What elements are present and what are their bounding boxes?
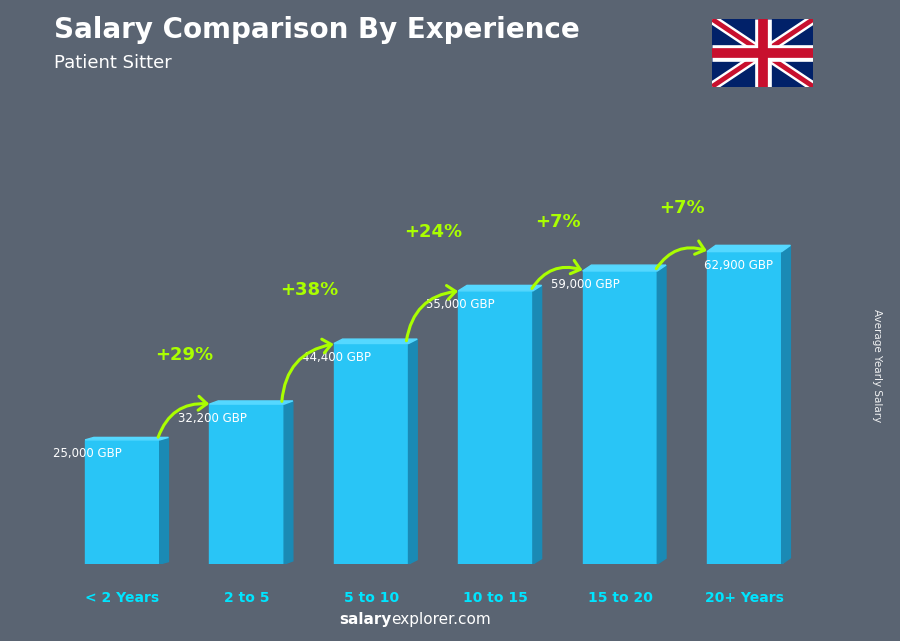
Polygon shape bbox=[707, 246, 790, 252]
Polygon shape bbox=[582, 271, 657, 564]
Polygon shape bbox=[334, 344, 409, 564]
Polygon shape bbox=[782, 246, 790, 564]
Text: salary: salary bbox=[339, 612, 392, 627]
Text: +7%: +7% bbox=[660, 199, 705, 217]
Text: 59,000 GBP: 59,000 GBP bbox=[551, 278, 619, 292]
Text: 2 to 5: 2 to 5 bbox=[224, 592, 270, 605]
Polygon shape bbox=[334, 339, 418, 344]
Polygon shape bbox=[159, 437, 168, 564]
Polygon shape bbox=[284, 401, 292, 564]
Polygon shape bbox=[210, 401, 292, 404]
Text: Average Yearly Salary: Average Yearly Salary bbox=[872, 309, 883, 422]
Polygon shape bbox=[409, 339, 418, 564]
Text: 20+ Years: 20+ Years bbox=[705, 592, 784, 605]
Text: 25,000 GBP: 25,000 GBP bbox=[53, 447, 122, 460]
FancyArrowPatch shape bbox=[532, 260, 580, 288]
Polygon shape bbox=[86, 440, 159, 564]
Text: 10 to 15: 10 to 15 bbox=[464, 592, 528, 605]
Text: explorer.com: explorer.com bbox=[392, 612, 491, 627]
Text: 32,200 GBP: 32,200 GBP bbox=[177, 412, 247, 424]
FancyArrowPatch shape bbox=[158, 396, 207, 437]
Polygon shape bbox=[458, 285, 542, 291]
Text: +29%: +29% bbox=[156, 346, 213, 364]
Text: < 2 Years: < 2 Years bbox=[86, 592, 159, 605]
Polygon shape bbox=[86, 437, 168, 440]
Text: +38%: +38% bbox=[280, 281, 338, 299]
Text: 55,000 GBP: 55,000 GBP bbox=[427, 298, 495, 312]
Polygon shape bbox=[533, 285, 542, 564]
Text: Patient Sitter: Patient Sitter bbox=[54, 54, 172, 72]
Polygon shape bbox=[210, 404, 284, 564]
Text: +7%: +7% bbox=[535, 213, 581, 231]
Text: Salary Comparison By Experience: Salary Comparison By Experience bbox=[54, 16, 580, 44]
Text: +24%: +24% bbox=[404, 223, 463, 241]
FancyArrowPatch shape bbox=[282, 339, 331, 401]
Text: 62,900 GBP: 62,900 GBP bbox=[704, 259, 772, 272]
Text: 44,400 GBP: 44,400 GBP bbox=[302, 351, 371, 364]
Polygon shape bbox=[657, 265, 666, 564]
Polygon shape bbox=[458, 291, 533, 564]
Polygon shape bbox=[707, 252, 782, 564]
Text: 5 to 10: 5 to 10 bbox=[344, 592, 399, 605]
Polygon shape bbox=[582, 265, 666, 271]
Text: 15 to 20: 15 to 20 bbox=[588, 592, 652, 605]
FancyArrowPatch shape bbox=[407, 285, 455, 341]
FancyArrowPatch shape bbox=[656, 241, 705, 269]
